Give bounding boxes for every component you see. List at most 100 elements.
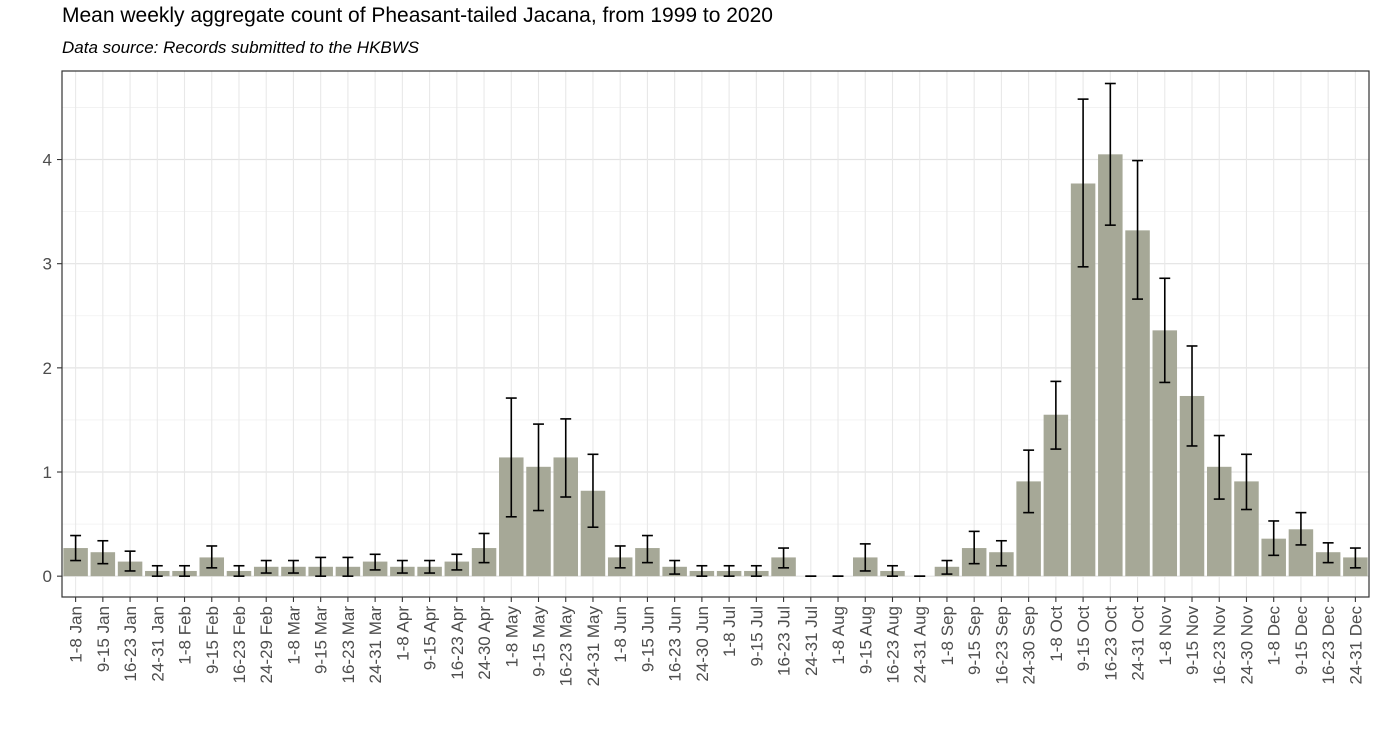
error-bar bbox=[614, 545, 626, 569]
error-bar bbox=[151, 564, 163, 577]
x-tick-label: 16-23 Sep bbox=[992, 606, 1011, 684]
x-tick-label: 24-30 Sep bbox=[1020, 606, 1039, 684]
error-bar bbox=[505, 397, 517, 518]
error-bar bbox=[1213, 434, 1225, 500]
x-tick-label: 24-30 Jun bbox=[693, 606, 712, 682]
error-bar bbox=[260, 559, 272, 574]
error-bar bbox=[778, 547, 790, 569]
error-bar bbox=[995, 539, 1007, 567]
x-tick-label: 16-23 May bbox=[557, 606, 576, 687]
error-bar bbox=[1023, 449, 1035, 514]
x-tick-label: 16-23 Mar bbox=[339, 606, 358, 684]
x-tick-label: 16-23 Jul bbox=[775, 606, 794, 676]
error-bar bbox=[1295, 511, 1307, 546]
x-tick-label: 9-15 Mar bbox=[312, 606, 331, 674]
x-tick-label: 16-23 Jun bbox=[666, 606, 685, 682]
y-axis: 0 1 2 3 4 bbox=[43, 151, 62, 586]
error-bar bbox=[1159, 277, 1171, 384]
x-tick-label: 9-15 Feb bbox=[203, 606, 222, 674]
error-bar bbox=[451, 553, 463, 571]
error-bar bbox=[968, 530, 980, 565]
x-tick-label: 16-23 Feb bbox=[230, 606, 249, 684]
plot-border bbox=[61, 70, 1370, 598]
x-tick-label: 24-29 Feb bbox=[257, 606, 276, 684]
x-tick-label: 24-31 Dec bbox=[1346, 606, 1365, 685]
error-bar bbox=[179, 564, 190, 577]
x-tick-label: 9-15 Jun bbox=[638, 606, 657, 672]
x-tick-label: 9-15 May bbox=[530, 606, 549, 677]
error-bar bbox=[750, 564, 762, 577]
y-tick-label: 1 bbox=[43, 463, 52, 482]
error-bar bbox=[206, 545, 218, 569]
x-tick-label: 1-8 Jun bbox=[611, 606, 630, 663]
x-tick-label: 16-23 Nov bbox=[1210, 606, 1229, 685]
x-tick-label: 24-30 Apr bbox=[475, 606, 494, 680]
error-bar bbox=[424, 559, 436, 574]
error-bar bbox=[859, 543, 871, 572]
x-tick-label: 9-15 Nov bbox=[1183, 606, 1202, 675]
x-tick-label: 9-15 Aug bbox=[856, 606, 875, 674]
plot-background bbox=[62, 71, 1369, 597]
x-tick-label: 9-15 Jul bbox=[747, 606, 766, 666]
x-tick-label: 1-8 Mar bbox=[284, 606, 303, 665]
x-tick-label: 16-23 Aug bbox=[883, 606, 902, 684]
error-bar bbox=[1104, 82, 1116, 226]
error-bar bbox=[1322, 542, 1334, 564]
x-tick-label: 9-15 Apr bbox=[421, 606, 440, 671]
x-tick-label: 1-8 May bbox=[502, 606, 521, 668]
error-bar bbox=[560, 418, 572, 498]
x-tick-label: 1-8 Jul bbox=[720, 606, 739, 657]
error-bar bbox=[1186, 345, 1198, 447]
x-tick-label: 16-23 Dec bbox=[1319, 606, 1338, 685]
error-bar bbox=[887, 564, 898, 577]
x-tick-label: 24-30 Nov bbox=[1237, 606, 1256, 685]
error-bar bbox=[1077, 98, 1089, 268]
x-tick-label: 24-31 Aug bbox=[911, 606, 930, 684]
x-tick-label: 9-15 Jan bbox=[94, 606, 113, 672]
error-bar bbox=[941, 559, 953, 575]
error-bar bbox=[723, 564, 735, 577]
chart-subtitle: Data source: Records submitted to the HK… bbox=[62, 38, 420, 57]
bar-16-23-dec bbox=[1315, 552, 1341, 577]
x-tick-label: 1-8 Feb bbox=[176, 606, 195, 665]
x-tick-label: 1-8 Aug bbox=[829, 606, 848, 665]
error-bar bbox=[97, 539, 109, 565]
error-bars bbox=[70, 82, 1361, 577]
error-bar bbox=[669, 559, 681, 575]
x-tick-label: 24-31 May bbox=[584, 606, 603, 687]
error-bar bbox=[315, 556, 327, 577]
error-bar bbox=[124, 550, 136, 572]
error-bar bbox=[233, 564, 245, 577]
x-tick-label: 24-31 Jan bbox=[148, 606, 167, 682]
x-tick-label: 9-15 Dec bbox=[1292, 606, 1311, 675]
x-tick-label: 16-23 Jan bbox=[121, 606, 140, 682]
x-tick-label: 1-8 Apr bbox=[393, 606, 412, 661]
error-bar bbox=[342, 556, 354, 577]
x-tick-label: 16-23 Oct bbox=[1101, 606, 1120, 681]
x-axis: 1-8 Jan 9-15 Jan 16-23 Jan 24-31 Jan 1-8 Feb… bbox=[67, 597, 1365, 687]
x-tick-label: 16-23 Apr bbox=[448, 606, 467, 680]
y-tick-label: 3 bbox=[43, 255, 52, 274]
error-bar bbox=[533, 423, 544, 512]
x-tick-label: 24-31 Jul bbox=[802, 606, 821, 676]
x-tick-label: 9-15 Oct bbox=[1074, 606, 1093, 671]
error-bar bbox=[1268, 520, 1280, 557]
error-bar bbox=[587, 453, 599, 529]
error-bar bbox=[70, 534, 82, 562]
x-tick-label: 1-8 Oct bbox=[1047, 606, 1066, 662]
y-tick-label: 2 bbox=[43, 359, 52, 378]
error-bar bbox=[1241, 453, 1252, 511]
x-tick-label: 1-8 Jan bbox=[67, 606, 86, 663]
chart-title: Mean weekly aggregate count of Pheasant-… bbox=[62, 4, 773, 27]
error-bar bbox=[1349, 547, 1361, 569]
error-bar bbox=[369, 553, 381, 571]
x-tick-label: 1-8 Nov bbox=[1156, 606, 1175, 666]
x-tick-label: 1-8 Dec bbox=[1265, 606, 1284, 666]
error-bar bbox=[1050, 380, 1062, 450]
error-bar bbox=[288, 559, 299, 574]
error-bar bbox=[478, 532, 490, 564]
error-bar bbox=[696, 564, 708, 577]
x-tick-label: 24-31 Mar bbox=[366, 606, 385, 684]
x-tick-label: 24-31 Oct bbox=[1129, 606, 1148, 681]
